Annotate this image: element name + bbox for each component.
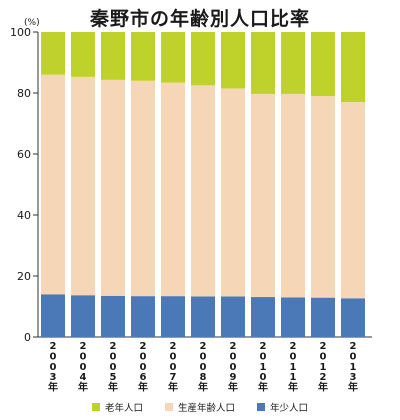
legend-label-youth: 年少人口	[270, 403, 309, 414]
y-tick-label: 80	[17, 87, 31, 100]
bar-segment-working-age	[71, 76, 95, 296]
bar-segment-youth	[41, 294, 65, 337]
bar-segment-youth	[191, 296, 215, 337]
bar-segment-youth	[311, 297, 335, 337]
bar-segment-elderly	[221, 32, 245, 89]
legend-label-elderly: 老年人口	[104, 403, 143, 414]
bar-segment-youth	[161, 296, 185, 337]
bar-segment-elderly	[131, 32, 155, 81]
bar-segment-working-age	[161, 82, 185, 297]
legend-swatch-elderly	[91, 403, 100, 411]
bar-segment-elderly	[311, 32, 335, 97]
bar-segment-elderly	[71, 32, 95, 77]
legend-swatch-working-age	[164, 403, 173, 411]
y-tick-label: 60	[17, 148, 31, 161]
bar-segment-working-age	[41, 74, 65, 295]
y-tick-label: 100	[10, 26, 31, 39]
legend-item-elderly: 老年人口	[91, 400, 143, 414]
bar-segment-working-age	[191, 85, 215, 297]
bar-segment-working-age	[251, 93, 275, 298]
y-tick-label: 20	[17, 270, 31, 283]
bar-segment-elderly	[191, 32, 215, 86]
y-tick-label: 0	[24, 331, 31, 344]
bar-segment-elderly	[41, 32, 65, 75]
bar-segment-elderly	[281, 32, 305, 94]
legend-label-working-age: 生産年齢人口	[177, 403, 235, 414]
bar-segment-youth	[341, 298, 365, 337]
bar-segment-elderly	[161, 32, 185, 83]
bar-segment-elderly	[341, 32, 365, 103]
y-axis-unit: (%)	[24, 18, 40, 28]
bar-segment-youth	[251, 297, 275, 337]
bar-segment-youth	[281, 297, 305, 337]
bar-segment-youth	[101, 295, 125, 337]
legend-item-youth: 年少人口	[257, 400, 308, 414]
bar-segment-working-age	[281, 93, 305, 298]
legend-swatch-youth	[257, 403, 265, 411]
legend-item-working-age: 生産年齢人口	[164, 400, 235, 414]
bar-segment-elderly	[101, 32, 125, 80]
bar-segment-elderly	[251, 32, 275, 94]
bar-segment-working-age	[311, 96, 335, 298]
bar-segment-youth	[71, 295, 95, 337]
bar-segment-youth	[131, 296, 155, 337]
y-tick-label: 40	[17, 209, 31, 222]
bar-segment-working-age	[101, 79, 125, 296]
bar-segment-working-age	[131, 80, 155, 297]
bar-segment-working-age	[341, 102, 365, 299]
chart-title: 秦野市の年齢別人口比率	[89, 8, 310, 30]
legend: 老年人口 生産年齢人口 年少人口	[0, 400, 400, 414]
bar-segment-working-age	[221, 88, 245, 297]
bar-segment-youth	[221, 296, 245, 337]
